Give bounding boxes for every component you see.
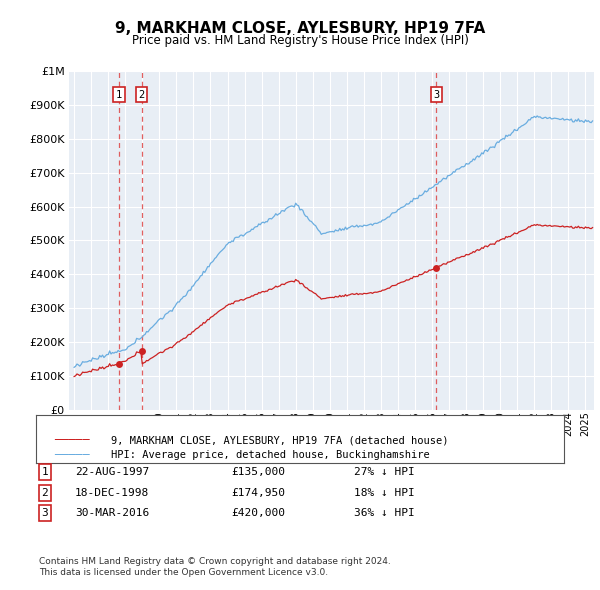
Text: 1: 1	[116, 90, 122, 100]
Text: 3: 3	[433, 90, 439, 100]
Text: 3: 3	[41, 509, 49, 518]
Text: HPI: Average price, detached house, Buckinghamshire: HPI: Average price, detached house, Buck…	[111, 451, 430, 460]
Text: Price paid vs. HM Land Registry's House Price Index (HPI): Price paid vs. HM Land Registry's House …	[131, 34, 469, 47]
Text: 22-AUG-1997: 22-AUG-1997	[75, 467, 149, 477]
Text: 18% ↓ HPI: 18% ↓ HPI	[354, 488, 415, 497]
Text: 9, MARKHAM CLOSE, AYLESBURY, HP19 7FA (detached house): 9, MARKHAM CLOSE, AYLESBURY, HP19 7FA (d…	[111, 436, 449, 445]
Text: 27% ↓ HPI: 27% ↓ HPI	[354, 467, 415, 477]
Text: £135,000: £135,000	[231, 467, 285, 477]
Text: This data is licensed under the Open Government Licence v3.0.: This data is licensed under the Open Gov…	[39, 568, 328, 577]
Text: 2: 2	[139, 90, 145, 100]
Text: 36% ↓ HPI: 36% ↓ HPI	[354, 509, 415, 518]
Text: £420,000: £420,000	[231, 509, 285, 518]
Text: 2: 2	[41, 488, 49, 497]
Text: £174,950: £174,950	[231, 488, 285, 497]
Text: 18-DEC-1998: 18-DEC-1998	[75, 488, 149, 497]
Text: 1: 1	[41, 467, 49, 477]
Text: Contains HM Land Registry data © Crown copyright and database right 2024.: Contains HM Land Registry data © Crown c…	[39, 557, 391, 566]
Text: ─────: ─────	[54, 434, 89, 447]
Text: ─────: ─────	[54, 449, 89, 462]
Text: 9, MARKHAM CLOSE, AYLESBURY, HP19 7FA: 9, MARKHAM CLOSE, AYLESBURY, HP19 7FA	[115, 21, 485, 35]
Text: 30-MAR-2016: 30-MAR-2016	[75, 509, 149, 518]
